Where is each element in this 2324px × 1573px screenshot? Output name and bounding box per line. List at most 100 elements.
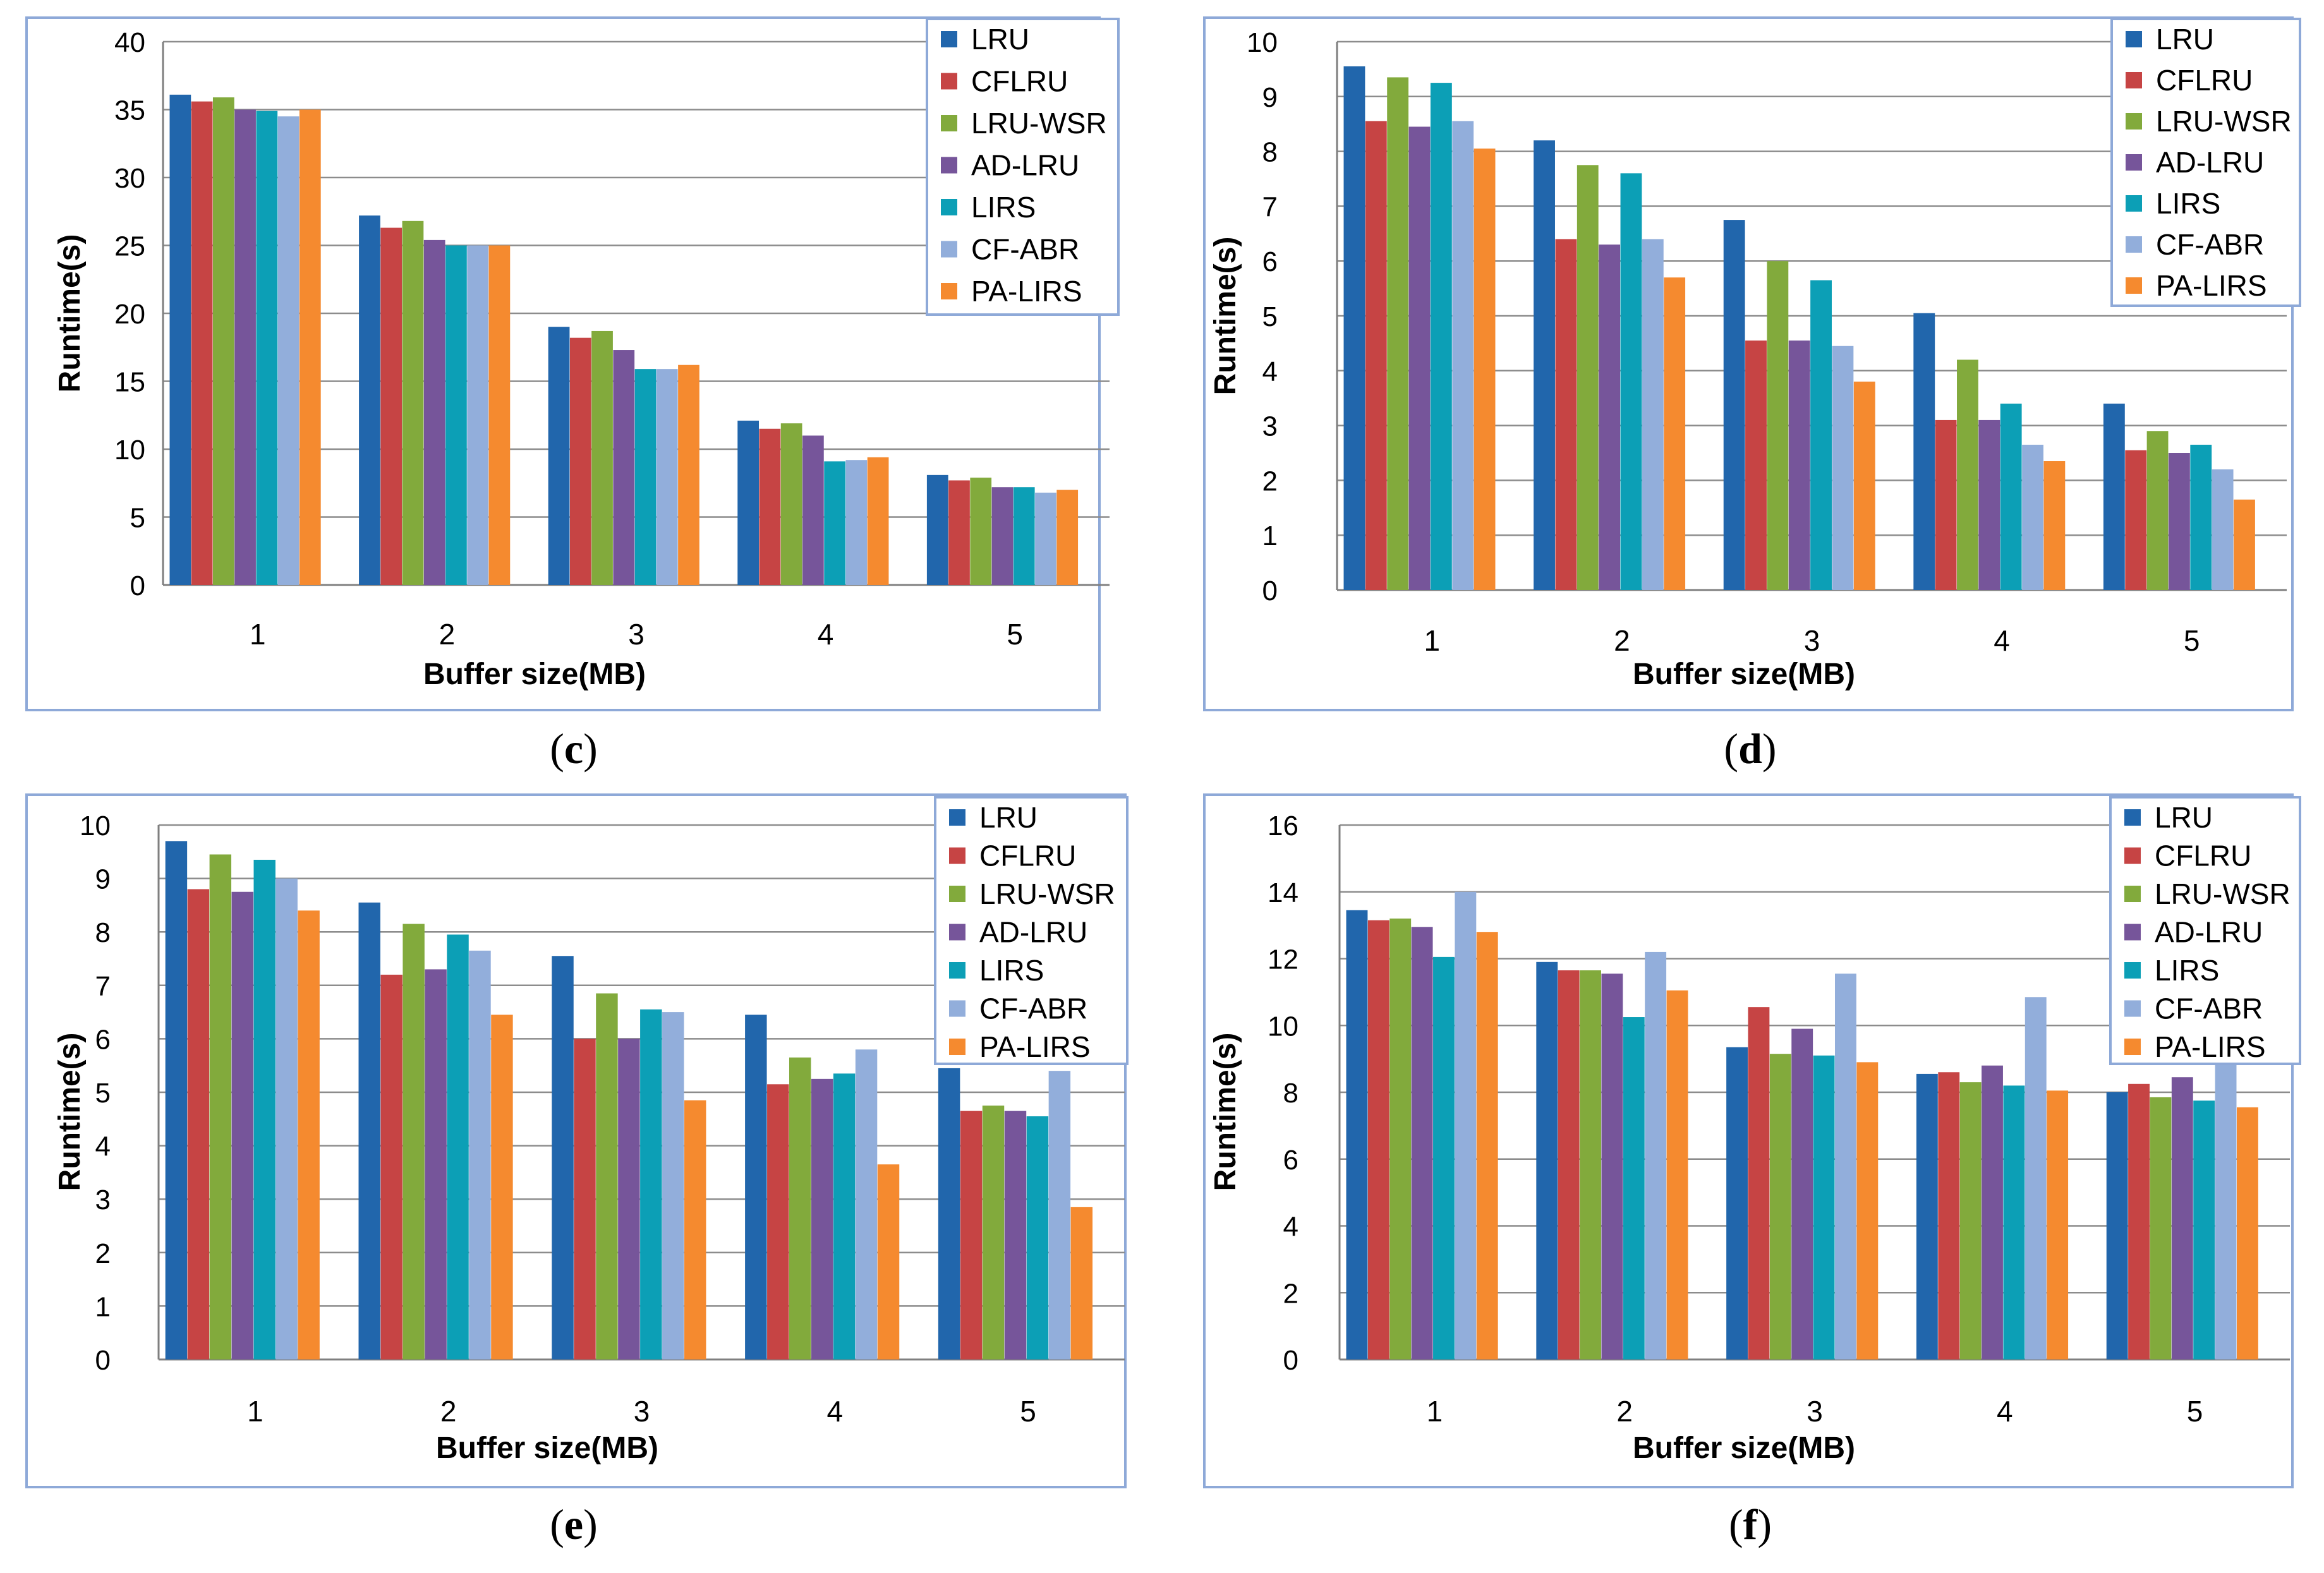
bar-CFLRU-1 <box>1367 920 1389 1359</box>
x-tick-label: 1 <box>250 618 266 651</box>
bar-LRU-3 <box>548 327 570 585</box>
legend-label: CF-ABR <box>2155 992 2263 1025</box>
legend-label: AD-LRU <box>979 916 1087 949</box>
legend-label: CFLRU <box>2156 64 2253 97</box>
bar-PA-LIRS-1 <box>1474 148 1496 590</box>
bar-AD-LRU-2 <box>423 239 445 585</box>
bar-LIRS-3 <box>1813 1055 1835 1359</box>
bar-CF-ABR-5 <box>1048 1071 1071 1359</box>
bar-PA-LIRS-2 <box>491 1015 513 1359</box>
y-axis-title: Runtime(s) <box>1209 237 1242 395</box>
bars <box>1346 891 2258 1359</box>
legend-box <box>2110 18 2301 307</box>
y-tick-label: 2 <box>1262 466 1278 497</box>
legend-swatch-LRU-WSR <box>941 115 957 131</box>
chart-frame <box>25 16 1101 711</box>
bar-LRU-4 <box>745 1015 767 1359</box>
bar-LIRS-3 <box>634 369 657 585</box>
legend-swatch-CFLRU <box>949 847 965 864</box>
y-tick-label: 35 <box>114 95 145 126</box>
bar-PA-LIRS-2 <box>1666 990 1688 1359</box>
y-tick-label: 0 <box>1262 576 1278 606</box>
bars <box>1343 66 2255 591</box>
legend-box <box>2109 796 2301 1065</box>
bar-PA-LIRS-1 <box>298 910 320 1359</box>
bar-PA-LIRS-3 <box>1853 382 1875 590</box>
legend-label: LRU <box>2156 23 2214 56</box>
bar-LRU-2 <box>1534 140 1555 591</box>
legend-label: LRU-WSR <box>2155 877 2291 910</box>
legend-swatch-AD-LRU <box>2124 924 2141 941</box>
bar-LRU-WSR-2 <box>402 220 424 585</box>
bar-AD-LRU-2 <box>1601 973 1623 1359</box>
bar-LIRS-2 <box>447 934 469 1359</box>
bar-CFLRU-3 <box>1745 341 1767 590</box>
bar-CF-ABR-4 <box>855 1049 878 1359</box>
y-tick-label: 6 <box>1262 246 1278 277</box>
bar-PA-LIRS-4 <box>867 457 889 585</box>
legend-swatch-AD-LRU <box>949 924 965 941</box>
bar-AD-LRU-1 <box>1411 927 1433 1359</box>
bar-CFLRU-3 <box>569 337 591 585</box>
legend-label: PA-LIRS <box>2156 269 2267 302</box>
x-tick-label: 2 <box>1614 624 1630 657</box>
bar-LRU-1 <box>169 94 191 586</box>
bar-CFLRU-3 <box>1748 1007 1770 1359</box>
y-tick-labels: 0 1 2 3 4 5 6 7 8 9 10 <box>1247 27 1278 606</box>
y-tick-label: 2 <box>95 1238 111 1269</box>
legend: LRU CFLRU LRU-WSR AD-LRU LIRS CF-ABR PA-LIRS <box>2110 18 2301 307</box>
y-tick-label: 12 <box>1268 944 1298 975</box>
panel-caption: (e) <box>550 1500 598 1548</box>
bar-AD-LRU-1 <box>234 109 256 585</box>
bar-LRU-WSR-5 <box>2150 1097 2172 1359</box>
y-tick-labels: 0 5 10 15 20 25 30 35 40 <box>114 27 145 601</box>
bar-CF-ABR-4 <box>845 460 868 585</box>
bar-PA-LIRS-5 <box>1070 1207 1093 1359</box>
bar-LRU-3 <box>1723 220 1745 591</box>
legend-swatch-LRU <box>2126 31 2142 47</box>
bar-LRU-WSR-5 <box>982 1106 1005 1359</box>
x-tick-label: 1 <box>1424 624 1441 657</box>
legend-swatch-LIRS <box>2126 195 2142 212</box>
bar-CFLRU-5 <box>2128 1083 2150 1359</box>
legend-label: CFLRU <box>979 840 1076 872</box>
bar-CFLRU-2 <box>380 227 402 585</box>
x-tick-label: 5 <box>2184 624 2200 657</box>
legend-label: CF-ABR <box>971 233 1079 266</box>
legend-label: PA-LIRS <box>971 275 1082 308</box>
legend-label: LRU <box>2155 801 2213 834</box>
bar-CF-ABR-2 <box>1645 951 1667 1359</box>
bar-PA-LIRS-3 <box>684 1100 706 1359</box>
y-tick-label: 25 <box>114 231 145 262</box>
x-tick-label: 5 <box>1007 618 1023 651</box>
bar-CF-ABR-1 <box>277 116 300 585</box>
bars <box>165 841 1093 1359</box>
bar-AD-LRU-5 <box>991 487 1014 585</box>
bar-LIRS-4 <box>833 1073 856 1359</box>
bar-CF-ABR-1 <box>1452 121 1474 591</box>
bar-PA-LIRS-5 <box>1056 490 1079 585</box>
bar-LRU-5 <box>926 474 948 585</box>
bar-PA-LIRS-3 <box>678 365 699 585</box>
bar-LIRS-1 <box>1433 956 1455 1359</box>
legend-swatch-CF-ABR <box>2124 1000 2141 1017</box>
legend-label: LRU-WSR <box>2156 105 2292 138</box>
bar-CFLRU-1 <box>187 889 210 1359</box>
legend-swatch-CFLRU <box>2126 72 2142 88</box>
bar-CFLRU-2 <box>1555 239 1577 591</box>
bar-LRU-WSR-3 <box>1767 261 1789 590</box>
bar-LRU-WSR-5 <box>970 478 992 585</box>
bar-LRU-WSR-5 <box>2146 431 2169 590</box>
bar-AD-LRU-1 <box>231 891 253 1359</box>
bar-LRU-WSR-3 <box>596 993 618 1359</box>
legend-label: LRU-WSR <box>979 877 1115 910</box>
legend-label: PA-LIRS <box>979 1030 1091 1063</box>
bar-LIRS-5 <box>1026 1116 1049 1359</box>
y-tick-label: 10 <box>1268 1011 1298 1042</box>
y-tick-label: 8 <box>1283 1078 1298 1109</box>
legend: LRU CFLRU LRU-WSR AD-LRU LIRS CF-ABR PA-LIRS <box>926 18 1120 316</box>
y-tick-label: 8 <box>1262 137 1278 168</box>
bar-LRU-WSR-1 <box>212 97 234 585</box>
bar-LRU-WSR-2 <box>1580 970 1601 1359</box>
y-tick-label: 4 <box>1283 1212 1298 1243</box>
